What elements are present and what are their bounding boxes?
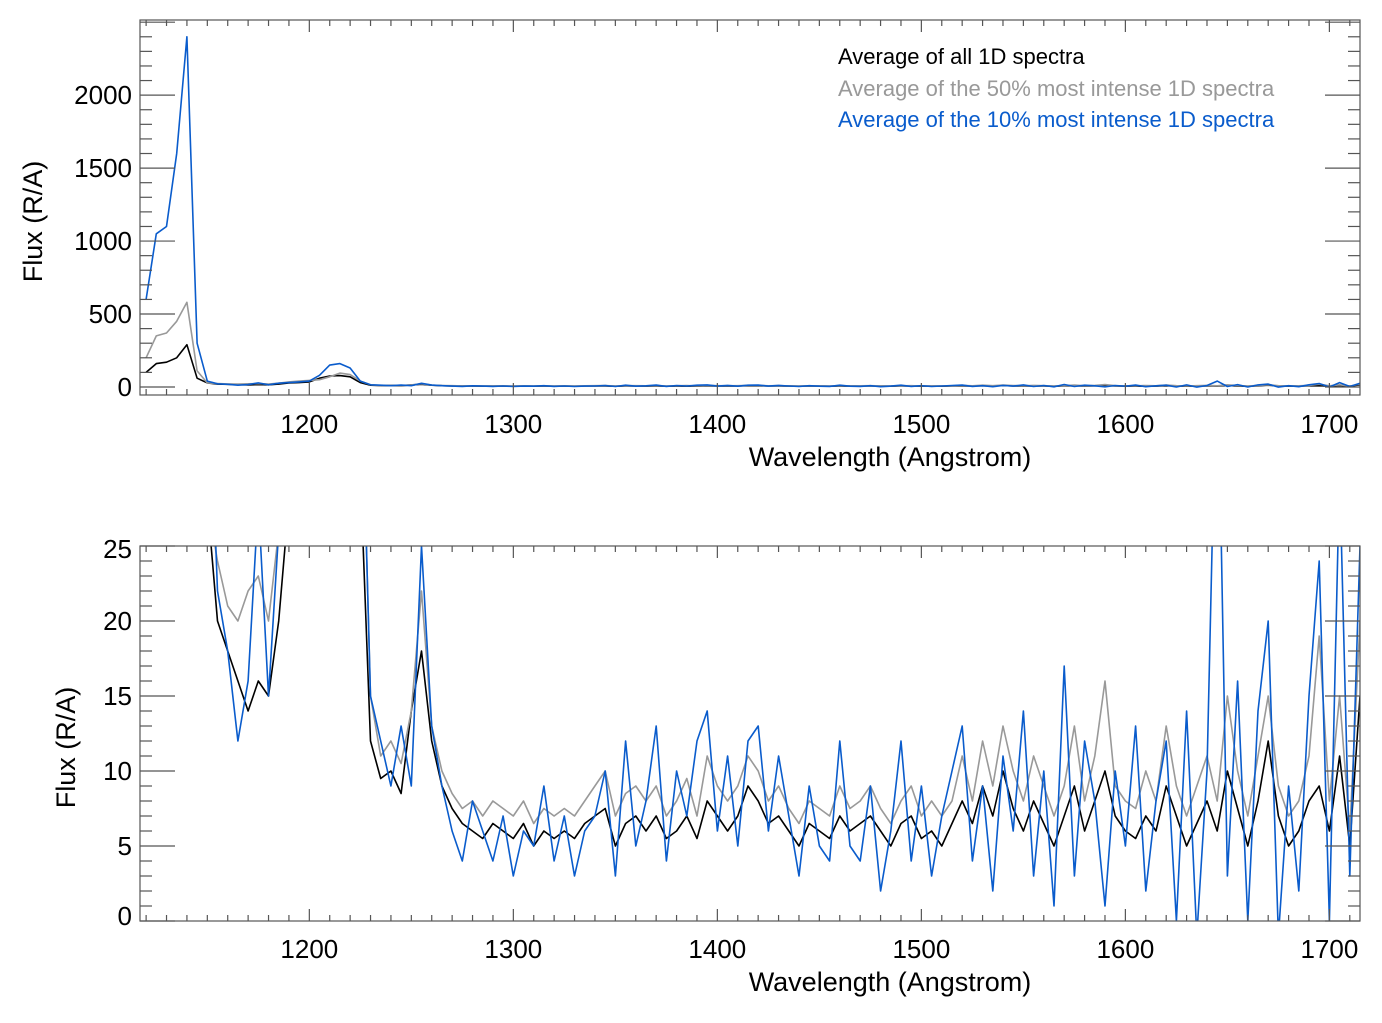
x-tick-label: 1200: [280, 934, 338, 964]
x-tick-label: 1600: [1096, 934, 1154, 964]
x-tick-label: 1300: [484, 934, 542, 964]
x-tick-label: 1700: [1300, 409, 1358, 439]
series-50pct-spectra-line: [145, 301, 1360, 387]
y-tick-label: 0: [118, 372, 132, 402]
top-panel: 1200 1300 1400 1500 1600 1700 0 500 1000 1500 2000…: [18, 19, 1361, 472]
legend-entry-50pct: Average of the 50% most intense 1D spect…: [838, 76, 1275, 101]
legend: Average of all 1D spectra Average of the…: [838, 44, 1275, 132]
x-tick-label: 1200: [280, 409, 338, 439]
bottom-panel: 1200 1300 1400 1500 1600 1700 0 5 10 15 20 25 Wavele…: [51, 534, 1361, 997]
series-all-spectra-line: [145, 343, 1360, 388]
y-tick-label: 10: [103, 756, 132, 786]
y-tick-label: 20: [103, 606, 132, 636]
y-tick-label: 1000: [74, 226, 132, 256]
plot-frame: [139, 19, 1361, 396]
plot-frame: [139, 545, 1361, 922]
x-tick-label: 1500: [892, 934, 950, 964]
series-lines: [210, 546, 1360, 921]
x-tick-label: 1400: [688, 934, 746, 964]
y-tick-label: 5: [118, 831, 132, 861]
y-tick-label: 25: [103, 534, 132, 564]
x-tick-label: 1400: [688, 409, 746, 439]
y-tick-label: 2000: [74, 80, 132, 110]
y-tick-label: 500: [89, 299, 132, 329]
y-tick-label: 1500: [74, 153, 132, 183]
x-axis-title: Wavelength (Angstrom): [749, 967, 1032, 997]
x-tick-label: 1300: [484, 409, 542, 439]
legend-entry-all: Average of all 1D spectra: [838, 44, 1085, 69]
y-tick-label: 15: [103, 681, 132, 711]
legend-entry-10pct: Average of the 10% most intense 1D spect…: [838, 107, 1275, 132]
x-tick-label: 1700: [1300, 934, 1358, 964]
series-10pct-spectra-line: [145, 35, 1360, 388]
x-tick-label: 1500: [892, 409, 950, 439]
y-axis-title: Flux (R/A): [51, 687, 81, 809]
series-10pct-spectra-line: [214, 546, 1360, 921]
axis-ticks: [140, 545, 1360, 922]
x-axis-title: Wavelength (Angstrom): [749, 442, 1032, 472]
series-all-spectra-line: [210, 546, 1360, 847]
y-axis-title: Flux (R/A): [18, 161, 48, 283]
y-tick-label: 0: [118, 901, 132, 931]
x-tick-label: 1600: [1096, 409, 1154, 439]
series-lines: [145, 35, 1360, 388]
axis-ticks: [140, 20, 1360, 395]
